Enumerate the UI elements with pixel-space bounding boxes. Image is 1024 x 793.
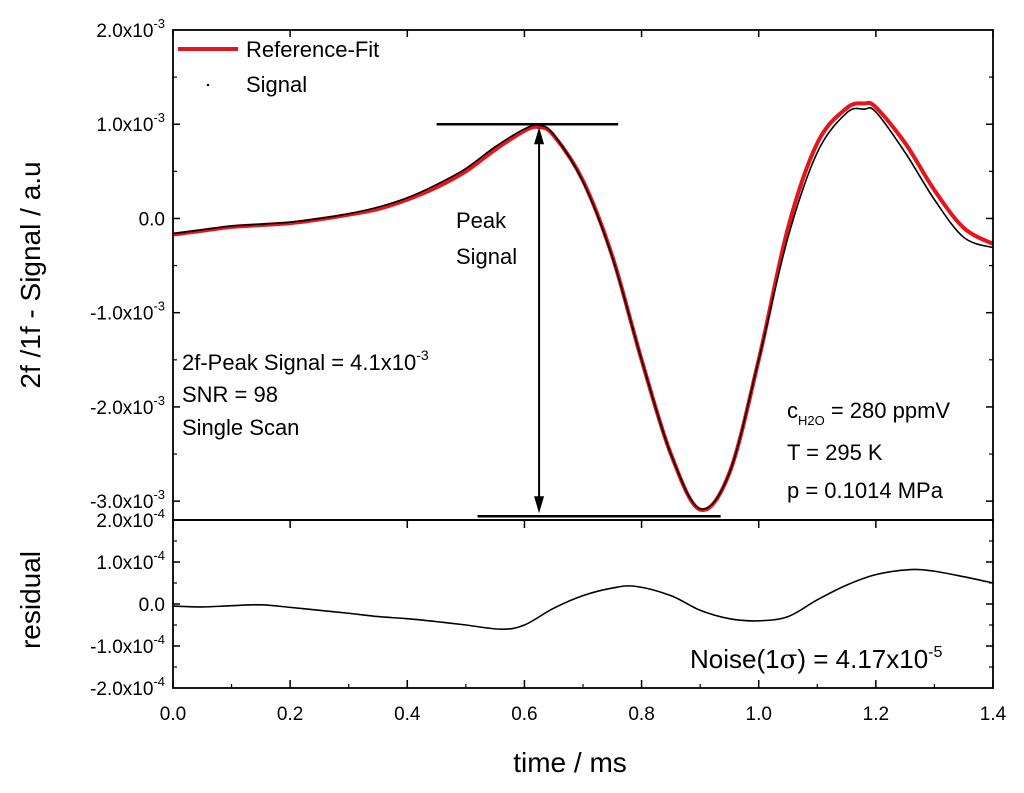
stats-peak-signal: 2f-Peak Signal = 4.1x10-3 <box>182 347 429 375</box>
y-tick-exponent: -4 <box>153 548 165 563</box>
noise-prefix: Noise(1 <box>690 644 780 674</box>
y-tick-exponent: -3 <box>153 299 165 314</box>
peak-arrow-head-down <box>534 496 545 514</box>
legend-label-reference-fit: Reference-Fit <box>246 37 379 62</box>
condition-c-value: = 280 ppmV <box>825 398 951 423</box>
peak-label-line1: Peak <box>456 208 507 233</box>
x-tick-label: 1.2 <box>863 704 889 725</box>
y-tick-label: 0.0 <box>139 209 165 230</box>
noise-sigma: σ <box>780 645 798 675</box>
x-tick-label: 0.6 <box>511 704 537 725</box>
legend-label-signal: Signal <box>246 72 307 97</box>
x-tick-label: 0.2 <box>277 704 303 725</box>
y-tick-exponent: -3 <box>153 487 165 502</box>
condition-c-symbol: c <box>787 398 798 423</box>
y-tick-label: 2.0x10-4 <box>96 506 165 532</box>
y-tick-label: -1.0x10-3 <box>90 299 165 325</box>
residual-line <box>172 568 994 631</box>
y-tick-mantissa: 1.0x10 <box>96 115 153 136</box>
y-tick-label: -1.0x10-4 <box>90 632 165 658</box>
stats-peak-signal-value: 2f-Peak Signal = 4.1x10 <box>182 350 416 375</box>
y-tick-label: 1.0x10-4 <box>96 548 165 574</box>
y-tick-label: -2.0x10-4 <box>90 674 165 700</box>
x-tick-label: 0.8 <box>628 704 654 725</box>
y-tick-label: 1.0x10-3 <box>96 110 165 136</box>
condition-pressure: p = 0.1014 MPa <box>787 478 944 503</box>
y-tick-exponent: -4 <box>153 632 165 647</box>
noise-value: ) = 4.17x10 <box>797 644 928 674</box>
y-tick-mantissa: -1.0x10 <box>90 304 153 325</box>
y-axis-label-residual: residual <box>15 551 46 649</box>
signal-line <box>172 107 994 510</box>
condition-concentration: cH2O = 280 ppmV <box>787 398 950 428</box>
stats-peak-signal-exponent: -3 <box>416 347 429 363</box>
y-tick-mantissa: 0.0 <box>139 209 165 230</box>
y-tick-mantissa: -3.0x10 <box>90 492 153 513</box>
y-axis-label-main: 2f /1f - Signal / a.u <box>15 161 46 388</box>
x-tick-label: 1.0 <box>746 704 772 725</box>
y-tick-label: -3.0x10-3 <box>90 487 165 513</box>
legend-swatch-signal <box>206 83 210 87</box>
stats-single-scan: Single Scan <box>182 415 299 440</box>
y-tick-mantissa: -1.0x10 <box>90 637 153 658</box>
y-tick-mantissa: -2.0x10 <box>90 679 153 700</box>
x-tick-label: 1.4 <box>980 704 1007 725</box>
condition-temperature: T = 295 K <box>787 440 883 465</box>
noise-exponent: -5 <box>928 644 942 661</box>
y-tick-label: -2.0x10-3 <box>90 393 165 419</box>
residual-plot-frame <box>172 519 994 689</box>
y-tick-exponent: -4 <box>153 506 165 521</box>
y-tick-mantissa: -2.0x10 <box>90 398 153 419</box>
y-tick-label: 2.0x10-3 <box>96 16 165 42</box>
y-tick-mantissa: 2.0x10 <box>96 511 153 532</box>
residual-panel: 2.0x10-41.0x10-40.0-1.0x10-4-2.0x10-40.0… <box>15 506 1007 778</box>
noise-annotation: Noise(1σ) = 4.17x10-5 <box>690 644 942 675</box>
y-tick-exponent: -4 <box>153 674 165 689</box>
main-panel: 2.0x10-31.0x10-30.0-1.0x10-3-2.0x10-3-3.… <box>15 16 994 521</box>
x-tick-label: 0.4 <box>394 704 421 725</box>
stats-snr: SNR = 98 <box>182 382 278 407</box>
y-tick-exponent: -3 <box>153 393 165 408</box>
y-tick-mantissa: 2.0x10 <box>96 21 153 42</box>
y-tick-mantissa: 0.0 <box>139 595 165 616</box>
x-axis-label: time / ms <box>513 747 627 778</box>
condition-c-subscript: H2O <box>798 413 825 428</box>
y-tick-exponent: -3 <box>153 110 165 125</box>
y-tick-mantissa: 1.0x10 <box>96 553 153 574</box>
peak-arrow-head-up <box>534 127 545 145</box>
peak-label-line2: Signal <box>456 244 517 269</box>
y-tick-exponent: -3 <box>153 16 165 31</box>
y-tick-label: 0.0 <box>139 595 165 616</box>
x-tick-label: 0.0 <box>160 704 186 725</box>
